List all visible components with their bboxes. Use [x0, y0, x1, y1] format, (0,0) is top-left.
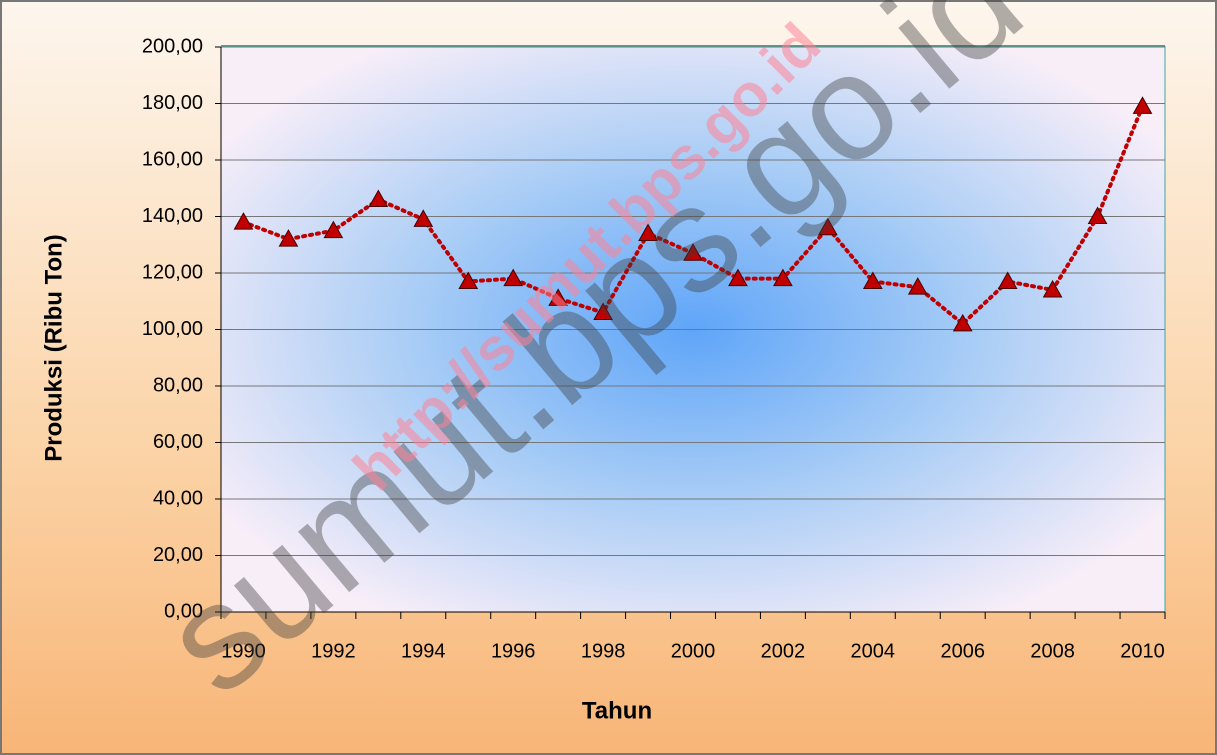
y-tick-label: 0,00	[164, 600, 203, 622]
x-tick-label: 1990	[221, 640, 266, 662]
y-tick-label: 180,00	[142, 92, 203, 114]
y-tick-label: 100,00	[142, 318, 203, 340]
x-tick-label: 1996	[491, 640, 536, 662]
x-axis-title: Tahun	[582, 697, 652, 724]
marker	[1042, 279, 1063, 298]
x-tick-label: 2002	[761, 640, 806, 662]
marker	[1087, 206, 1108, 224]
y-axis-title: Produksi (Ribu Ton)	[40, 234, 67, 462]
y-tick-label: 160,00	[142, 148, 203, 170]
marker	[638, 223, 658, 241]
marker	[728, 268, 748, 287]
marker	[503, 268, 524, 287]
marker	[952, 313, 973, 332]
x-tick-label: 1998	[581, 640, 626, 662]
marker	[862, 271, 883, 289]
y-tick-label: 140,00	[142, 205, 203, 227]
x-tick-label: 1994	[401, 640, 446, 662]
marker	[1132, 96, 1153, 114]
x-tick-label: 1992	[311, 640, 356, 662]
x-tick-label: 2006	[940, 640, 985, 662]
y-tick-label: 60,00	[153, 431, 203, 453]
x-tick-label: 2000	[671, 640, 716, 662]
y-tick-label: 40,00	[153, 487, 203, 509]
y-tick-label: 200,00	[142, 35, 203, 57]
y-tick-label: 80,00	[153, 374, 203, 396]
marker	[368, 189, 389, 208]
marker	[323, 220, 344, 239]
marker	[413, 209, 434, 227]
x-tick-label: 2008	[1030, 640, 1075, 662]
marker	[548, 288, 568, 306]
y-tick-label: 120,00	[142, 261, 203, 283]
x-tick-label: 2004	[851, 640, 896, 662]
marker	[233, 212, 254, 230]
marker	[683, 243, 703, 261]
marker	[997, 271, 1018, 289]
marker	[907, 277, 928, 295]
marker	[593, 302, 613, 321]
marker	[278, 229, 299, 247]
x-tick-label: 2010	[1120, 640, 1165, 662]
marker	[458, 271, 479, 289]
marker	[773, 268, 793, 287]
y-tick-label: 20,00	[153, 544, 203, 566]
marker	[818, 217, 838, 236]
